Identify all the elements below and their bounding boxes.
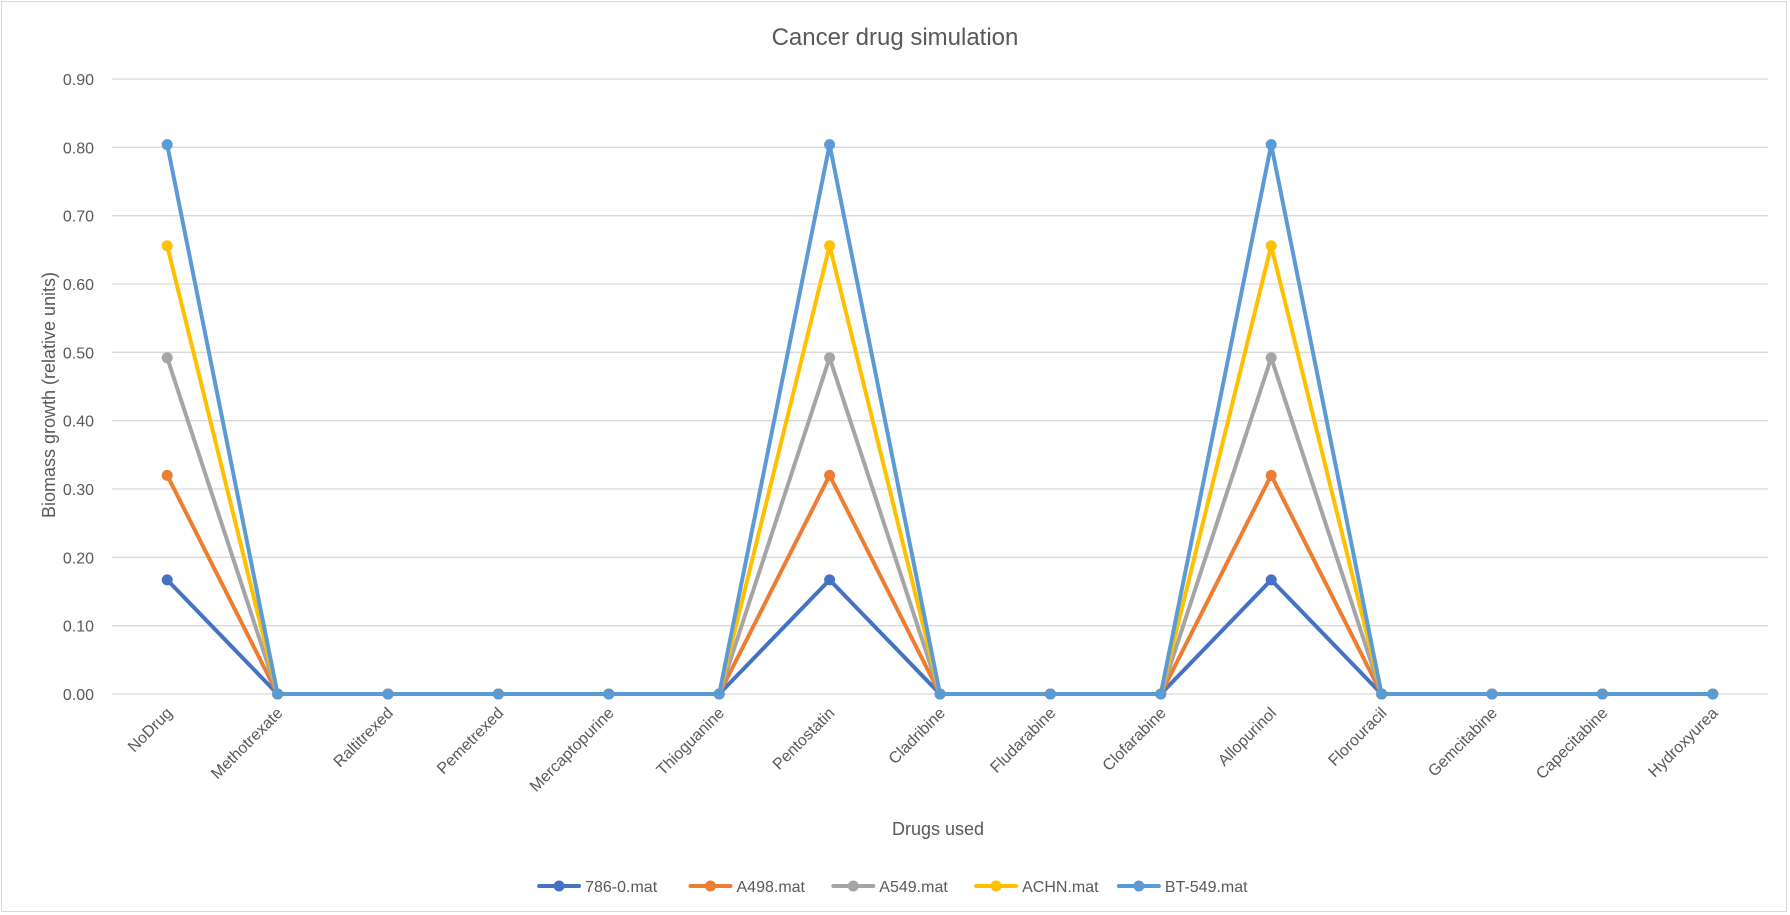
y-tick-label: 0.10 <box>63 619 94 636</box>
gridlines <box>112 78 1768 695</box>
data-point <box>1155 688 1167 700</box>
y-tick-label: 0.20 <box>63 550 94 567</box>
y-tick-label: 0.60 <box>63 277 94 294</box>
x-tick-label: Pemetrexed <box>434 705 507 778</box>
data-point <box>1707 688 1719 700</box>
data-point <box>382 688 394 700</box>
y-axis-ticks: 0.00 0.10 0.20 0.30 0.40 0.50 0.60 0.70 0.80 0.90 <box>63 72 94 704</box>
x-tick-label: Florouracil <box>1326 705 1391 770</box>
data-point <box>161 139 173 151</box>
y-tick-label: 0.80 <box>63 140 94 157</box>
y-tick-label: 0.70 <box>63 209 94 226</box>
data-point <box>161 574 173 586</box>
series-group <box>161 139 1719 700</box>
y-tick-label: 0.30 <box>63 482 94 499</box>
y-axis-label: Biomass growth (relative units) <box>39 272 59 518</box>
data-point <box>603 688 615 700</box>
x-tick-label: Clofarabine <box>1100 705 1170 775</box>
series-line <box>165 243 1715 696</box>
legend-marker <box>990 880 1002 892</box>
y-tick-label: 0.90 <box>63 72 94 89</box>
data-point <box>1265 139 1277 151</box>
y-tick-label: 0.40 <box>63 414 94 431</box>
data-point <box>1596 688 1608 700</box>
series-line <box>165 473 1715 696</box>
x-tick-label: Mercaptopurine <box>527 705 618 796</box>
x-tick-label: Cladribine <box>886 705 949 768</box>
series-line <box>165 355 1715 696</box>
data-point <box>1265 469 1277 481</box>
legend-marker <box>847 880 859 892</box>
legend: 786-0.mat A498.mat A549.mat ACHN.mat BT-549.… <box>537 879 1248 896</box>
x-axis-ticks: NoDrug Methotrexate Raltitrexed Pemetrexed M… <box>125 705 1722 796</box>
data-point <box>161 240 173 252</box>
y-tick-label: 0.50 <box>63 345 94 362</box>
data-point <box>161 469 173 481</box>
data-point <box>492 688 504 700</box>
x-tick-label: Methotrexate <box>208 705 286 783</box>
data-point <box>272 688 284 700</box>
data-point <box>824 139 836 151</box>
x-axis-label: Drugs used <box>892 819 984 839</box>
data-point <box>1265 352 1277 364</box>
data-point <box>824 352 836 364</box>
data-point <box>1376 688 1388 700</box>
x-tick-label: Capecitabine <box>1533 705 1611 783</box>
y-tick-label: 0.00 <box>63 687 94 704</box>
x-tick-label: Thioguanine <box>654 705 728 779</box>
data-point <box>713 688 725 700</box>
x-tick-label: Pentostatin <box>770 705 839 774</box>
x-tick-label: Allopurinol <box>1215 705 1280 770</box>
legend-label: BT-549.mat <box>1165 879 1248 896</box>
x-tick-label: NoDrug <box>125 705 176 756</box>
x-tick-label: Hydroxyurea <box>1645 705 1721 781</box>
x-tick-label: Raltitrexed <box>331 705 397 771</box>
legend-label: A549.mat <box>879 879 948 896</box>
data-point <box>161 352 173 364</box>
x-tick-label: Gemcitabine <box>1425 705 1501 781</box>
legend-label: A498.mat <box>737 879 806 896</box>
data-point <box>934 688 946 700</box>
data-point <box>1265 574 1277 586</box>
legend-marker <box>705 880 716 892</box>
series-line <box>165 142 1715 696</box>
data-point <box>1044 688 1056 700</box>
data-point <box>824 469 836 481</box>
data-point <box>824 574 836 586</box>
legend-label: ACHN.mat <box>1022 879 1099 896</box>
data-point <box>1486 688 1498 700</box>
data-point <box>824 240 836 252</box>
legend-marker <box>1133 880 1145 892</box>
legend-label: 786-0.mat <box>585 879 658 896</box>
data-point <box>1265 240 1277 252</box>
chart-title: Cancer drug simulation <box>772 24 1019 51</box>
legend-marker <box>553 880 565 892</box>
x-tick-label: Fludarabine <box>987 705 1059 777</box>
series-line <box>165 577 1715 696</box>
